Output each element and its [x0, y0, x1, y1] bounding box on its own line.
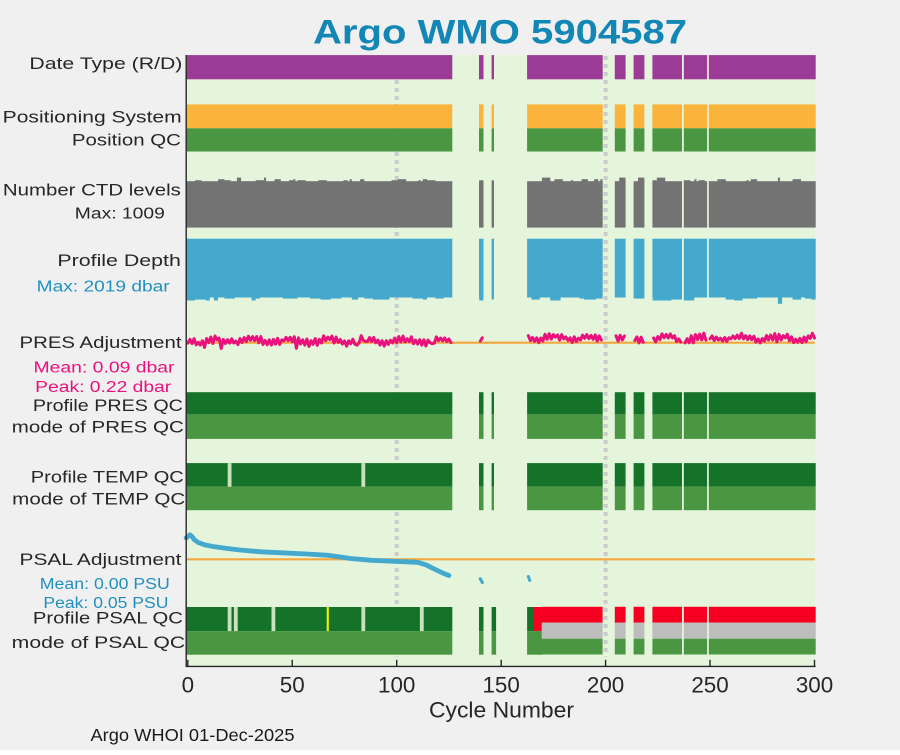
svg-text:Max: 1009: Max: 1009 [75, 205, 165, 222]
svg-text:Mean: 0.09 dbar: Mean: 0.09 dbar [34, 360, 175, 377]
svg-text:150: 150 [482, 673, 519, 698]
svg-text:0: 0 [182, 673, 194, 698]
svg-text:Number CTD levels: Number CTD levels [3, 180, 181, 199]
svg-text:Positioning System: Positioning System [3, 108, 182, 127]
svg-text:Argo WMO 5904587: Argo WMO 5904587 [313, 14, 687, 52]
svg-text:Mean: 0.00 PSU: Mean: 0.00 PSU [40, 576, 170, 593]
svg-text:Cycle Number: Cycle Number [429, 698, 575, 723]
svg-text:200: 200 [587, 673, 624, 698]
svg-text:mode of PRES QC: mode of PRES QC [12, 417, 184, 436]
svg-text:Profile Depth: Profile Depth [57, 251, 181, 270]
svg-text:Argo WHOI 01-Dec-2025: Argo WHOI 01-Dec-2025 [91, 725, 295, 745]
svg-text:Max: 2019 dbar: Max: 2019 dbar [37, 278, 170, 295]
svg-text:Profile PRES QC: Profile PRES QC [33, 396, 183, 415]
svg-text:Profile TEMP QC: Profile TEMP QC [31, 467, 184, 486]
svg-text:Peak: 0.22 dbar: Peak: 0.22 dbar [35, 379, 171, 396]
svg-text:50: 50 [280, 673, 305, 698]
svg-text:250: 250 [691, 673, 728, 698]
svg-text:PRES Adjustment: PRES Adjustment [20, 333, 182, 352]
svg-text:100: 100 [378, 673, 415, 698]
svg-text:Profile PSAL QC: Profile PSAL QC [33, 609, 183, 628]
svg-text:300: 300 [796, 673, 833, 698]
svg-text:Position QC: Position QC [72, 130, 181, 149]
svg-text:Peak: 0.05 PSU: Peak: 0.05 PSU [43, 595, 168, 612]
svg-text:Date Type (R/D): Date Type (R/D) [29, 54, 182, 73]
svg-text:PSAL Adjustment: PSAL Adjustment [20, 550, 182, 569]
svg-text:mode of TEMP QC: mode of TEMP QC [12, 489, 185, 508]
svg-text:mode of PSAL QC: mode of PSAL QC [12, 633, 186, 652]
